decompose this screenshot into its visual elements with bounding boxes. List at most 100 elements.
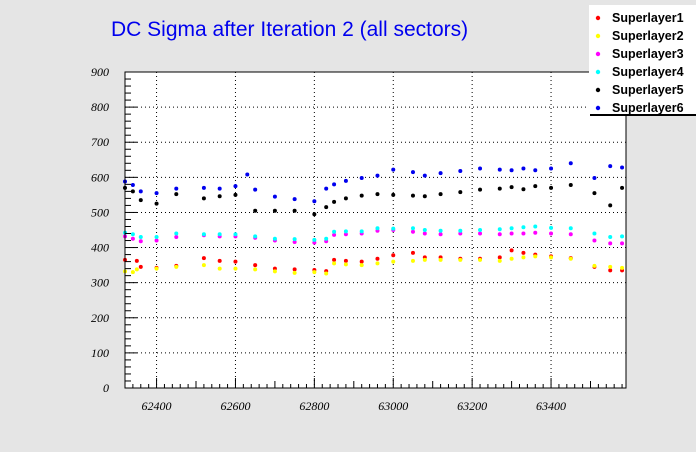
- data-point: [332, 182, 337, 187]
- y-tick-label: 600: [91, 170, 109, 184]
- data-point: [438, 171, 443, 176]
- ticks: 0 100 200 300 400 500 600 700 800 900 62400 62600 62…: [90, 65, 623, 413]
- data-point: [509, 248, 514, 253]
- y-tick-label: 200: [91, 311, 109, 325]
- data-point: [533, 168, 538, 173]
- data-point: [201, 232, 206, 237]
- data-point: [253, 263, 258, 268]
- data-point: [608, 235, 613, 240]
- data-point: [174, 264, 179, 269]
- data-point: [509, 185, 514, 190]
- legend-marker: [595, 51, 601, 57]
- data-point: [312, 237, 317, 242]
- data-point: [375, 226, 380, 231]
- data-point: [620, 185, 625, 190]
- data-point: [620, 241, 625, 246]
- legend-marker: [595, 69, 601, 75]
- data-point: [217, 232, 222, 237]
- data-point: [410, 193, 415, 198]
- data-point: [332, 229, 337, 234]
- data-point: [478, 187, 483, 192]
- legend-label: Superlayer1: [612, 11, 684, 25]
- data-point: [138, 239, 143, 244]
- data-point: [422, 231, 427, 236]
- data-point: [312, 199, 317, 204]
- data-point: [324, 271, 329, 276]
- data-point: [292, 197, 297, 202]
- data-point: [359, 263, 364, 268]
- data-point: [233, 266, 238, 271]
- data-point: [497, 232, 502, 237]
- data-point: [568, 232, 573, 237]
- data-point: [568, 226, 573, 231]
- data-point: [272, 208, 277, 213]
- data-point: [233, 232, 238, 237]
- x-tick-label: 62800: [299, 399, 329, 413]
- data-point: [592, 231, 597, 236]
- data-point: [272, 236, 277, 241]
- data-point: [174, 192, 179, 197]
- y-tick-label: 400: [91, 241, 109, 255]
- data-point: [497, 167, 502, 172]
- data-point: [608, 203, 613, 208]
- data-point: [312, 270, 317, 275]
- y-tick-label: 800: [91, 100, 109, 114]
- data-point: [497, 186, 502, 191]
- data-point: [324, 186, 329, 191]
- data-point: [608, 264, 613, 269]
- data-point: [549, 166, 554, 171]
- data-point: [478, 257, 483, 262]
- data-point: [375, 261, 380, 266]
- data-point: [438, 228, 443, 233]
- data-point: [217, 186, 222, 191]
- data-point: [174, 231, 179, 236]
- data-point: [343, 196, 348, 201]
- data-point: [410, 258, 415, 263]
- data-point: [359, 193, 364, 198]
- data-point: [375, 173, 380, 178]
- data-point: [497, 258, 502, 263]
- y-tick-label: 500: [91, 205, 109, 219]
- x-tick-label: 63200: [457, 399, 487, 413]
- data-point: [608, 241, 613, 246]
- x-tick-label: 62400: [142, 399, 172, 413]
- data-point: [608, 268, 613, 273]
- data-point: [343, 258, 348, 263]
- data-point: [130, 236, 135, 241]
- data-point: [533, 254, 538, 259]
- data-point: [332, 232, 337, 237]
- data-point: [478, 228, 483, 232]
- data-points: [123, 161, 625, 276]
- data-point: [332, 257, 337, 262]
- data-point: [343, 229, 348, 234]
- data-point: [375, 192, 380, 197]
- data-point: [410, 226, 415, 231]
- data-point: [549, 225, 554, 230]
- data-point: [292, 270, 297, 275]
- data-point: [568, 256, 573, 261]
- data-point: [272, 269, 277, 274]
- data-point: [509, 168, 514, 173]
- data-point: [130, 232, 135, 237]
- y-tick-label: 100: [91, 346, 109, 360]
- y-tick-label: 700: [91, 135, 109, 149]
- data-point: [312, 240, 317, 245]
- data-point: [217, 266, 222, 271]
- data-point: [438, 257, 443, 262]
- plot-frame: [124, 71, 627, 389]
- data-point: [201, 256, 206, 261]
- data-point: [391, 253, 396, 258]
- legend-marker: [595, 105, 601, 111]
- data-point: [154, 238, 159, 243]
- data-point: [509, 231, 514, 236]
- data-point: [592, 263, 597, 268]
- x-tick-label: 63400: [536, 399, 566, 413]
- data-point: [521, 255, 526, 260]
- data-point: [568, 161, 573, 166]
- data-point: [292, 267, 297, 272]
- data-point: [509, 256, 514, 261]
- data-point: [410, 250, 415, 255]
- data-point: [154, 266, 159, 271]
- data-point: [375, 256, 380, 261]
- data-point: [533, 230, 538, 235]
